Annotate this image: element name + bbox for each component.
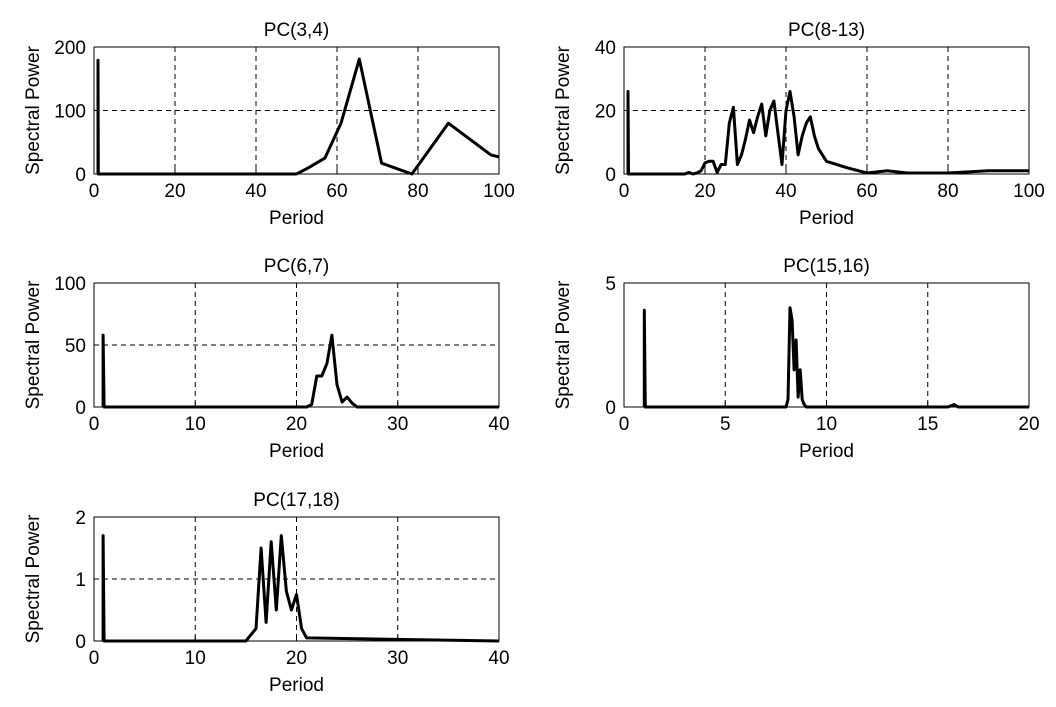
x-tick-label: 10 [185,414,206,435]
x-tick-label: 100 [483,181,515,202]
subplot-title: PC(6,7) [264,256,329,277]
x-axis-label: Period [269,441,324,462]
y-tick-label: 0 [75,398,86,419]
x-tick-label: 40 [245,181,266,202]
x-tick-label: 0 [89,414,100,435]
subplot-5: 0 10 20 30 40 0 1 2 PC(17,18) Period Spectral Powe… [23,490,510,696]
x-tick-label: 60 [856,181,877,202]
x-axis-label: Period [269,208,324,229]
subplot-title: PC(3,4) [264,20,329,41]
y-tick-label: 50 [65,336,86,357]
y-axis-label: Spectral Power [553,280,574,410]
y-axis-label: Spectral Power [23,514,44,644]
y-tick-label: 40 [595,38,616,59]
x-tick-label: 20 [694,181,715,202]
x-axis-label: Period [799,208,854,229]
subplot-4: 0 5 10 15 20 0 5 PC(15,16) Period Spectral Power [553,256,1040,462]
x-tick-label: 5 [720,414,731,435]
y-tick-label: 0 [75,632,86,653]
y-axis-label: Spectral Power [553,45,574,175]
x-tick-label: 20 [286,414,307,435]
y-tick-label: 5 [605,274,616,295]
y-tick-label: 0 [605,165,616,186]
subplot-title: PC(8-13) [788,20,865,41]
y-tick-label: 100 [54,274,86,295]
y-tick-label: 200 [54,38,86,59]
x-tick-label: 20 [1018,414,1039,435]
x-tick-label: 20 [164,181,185,202]
subplot-2: 0 20 40 60 80 100 0 20 40 PC(8-13) Period Spectral … [553,20,1045,229]
subplot-3: 0 10 20 30 40 0 50 100 PC(6,7) Period Spectral Pow… [23,256,510,462]
y-tick-label: 2 [75,508,86,529]
x-tick-label: 60 [326,181,347,202]
x-tick-label: 10 [185,648,206,669]
subplot-1: 0 20 40 60 80 100 0 100 200 PC(3,4) Period Spectral… [23,20,515,229]
x-tick-label: 40 [488,414,509,435]
x-tick-label: 10 [816,414,837,435]
subplot-title: PC(17,18) [253,490,340,511]
y-axis-label: Spectral Power [23,280,44,410]
x-tick-label: 40 [775,181,796,202]
x-tick-label: 80 [937,181,958,202]
x-tick-label: 80 [407,181,428,202]
x-tick-label: 0 [89,648,100,669]
series-line [626,90,1029,176]
y-tick-label: 0 [75,165,86,186]
y-tick-label: 20 [595,102,616,123]
x-tick-label: 30 [387,648,408,669]
x-tick-label: 15 [917,414,938,435]
y-tick-label: 100 [54,102,86,123]
x-tick-label: 20 [286,648,307,669]
x-tick-label: 0 [619,414,630,435]
y-axis-label: Spectral Power [23,45,44,175]
x-tick-label: 0 [89,181,100,202]
x-tick-label: 30 [387,414,408,435]
subplot-title: PC(15,16) [783,256,870,277]
x-axis-label: Period [269,675,324,696]
y-tick-label: 0 [605,398,616,419]
x-tick-label: 100 [1013,181,1045,202]
y-tick-label: 1 [75,570,86,591]
x-axis-label: Period [799,441,854,462]
x-tick-label: 40 [488,648,509,669]
x-tick-label: 0 [619,181,630,202]
